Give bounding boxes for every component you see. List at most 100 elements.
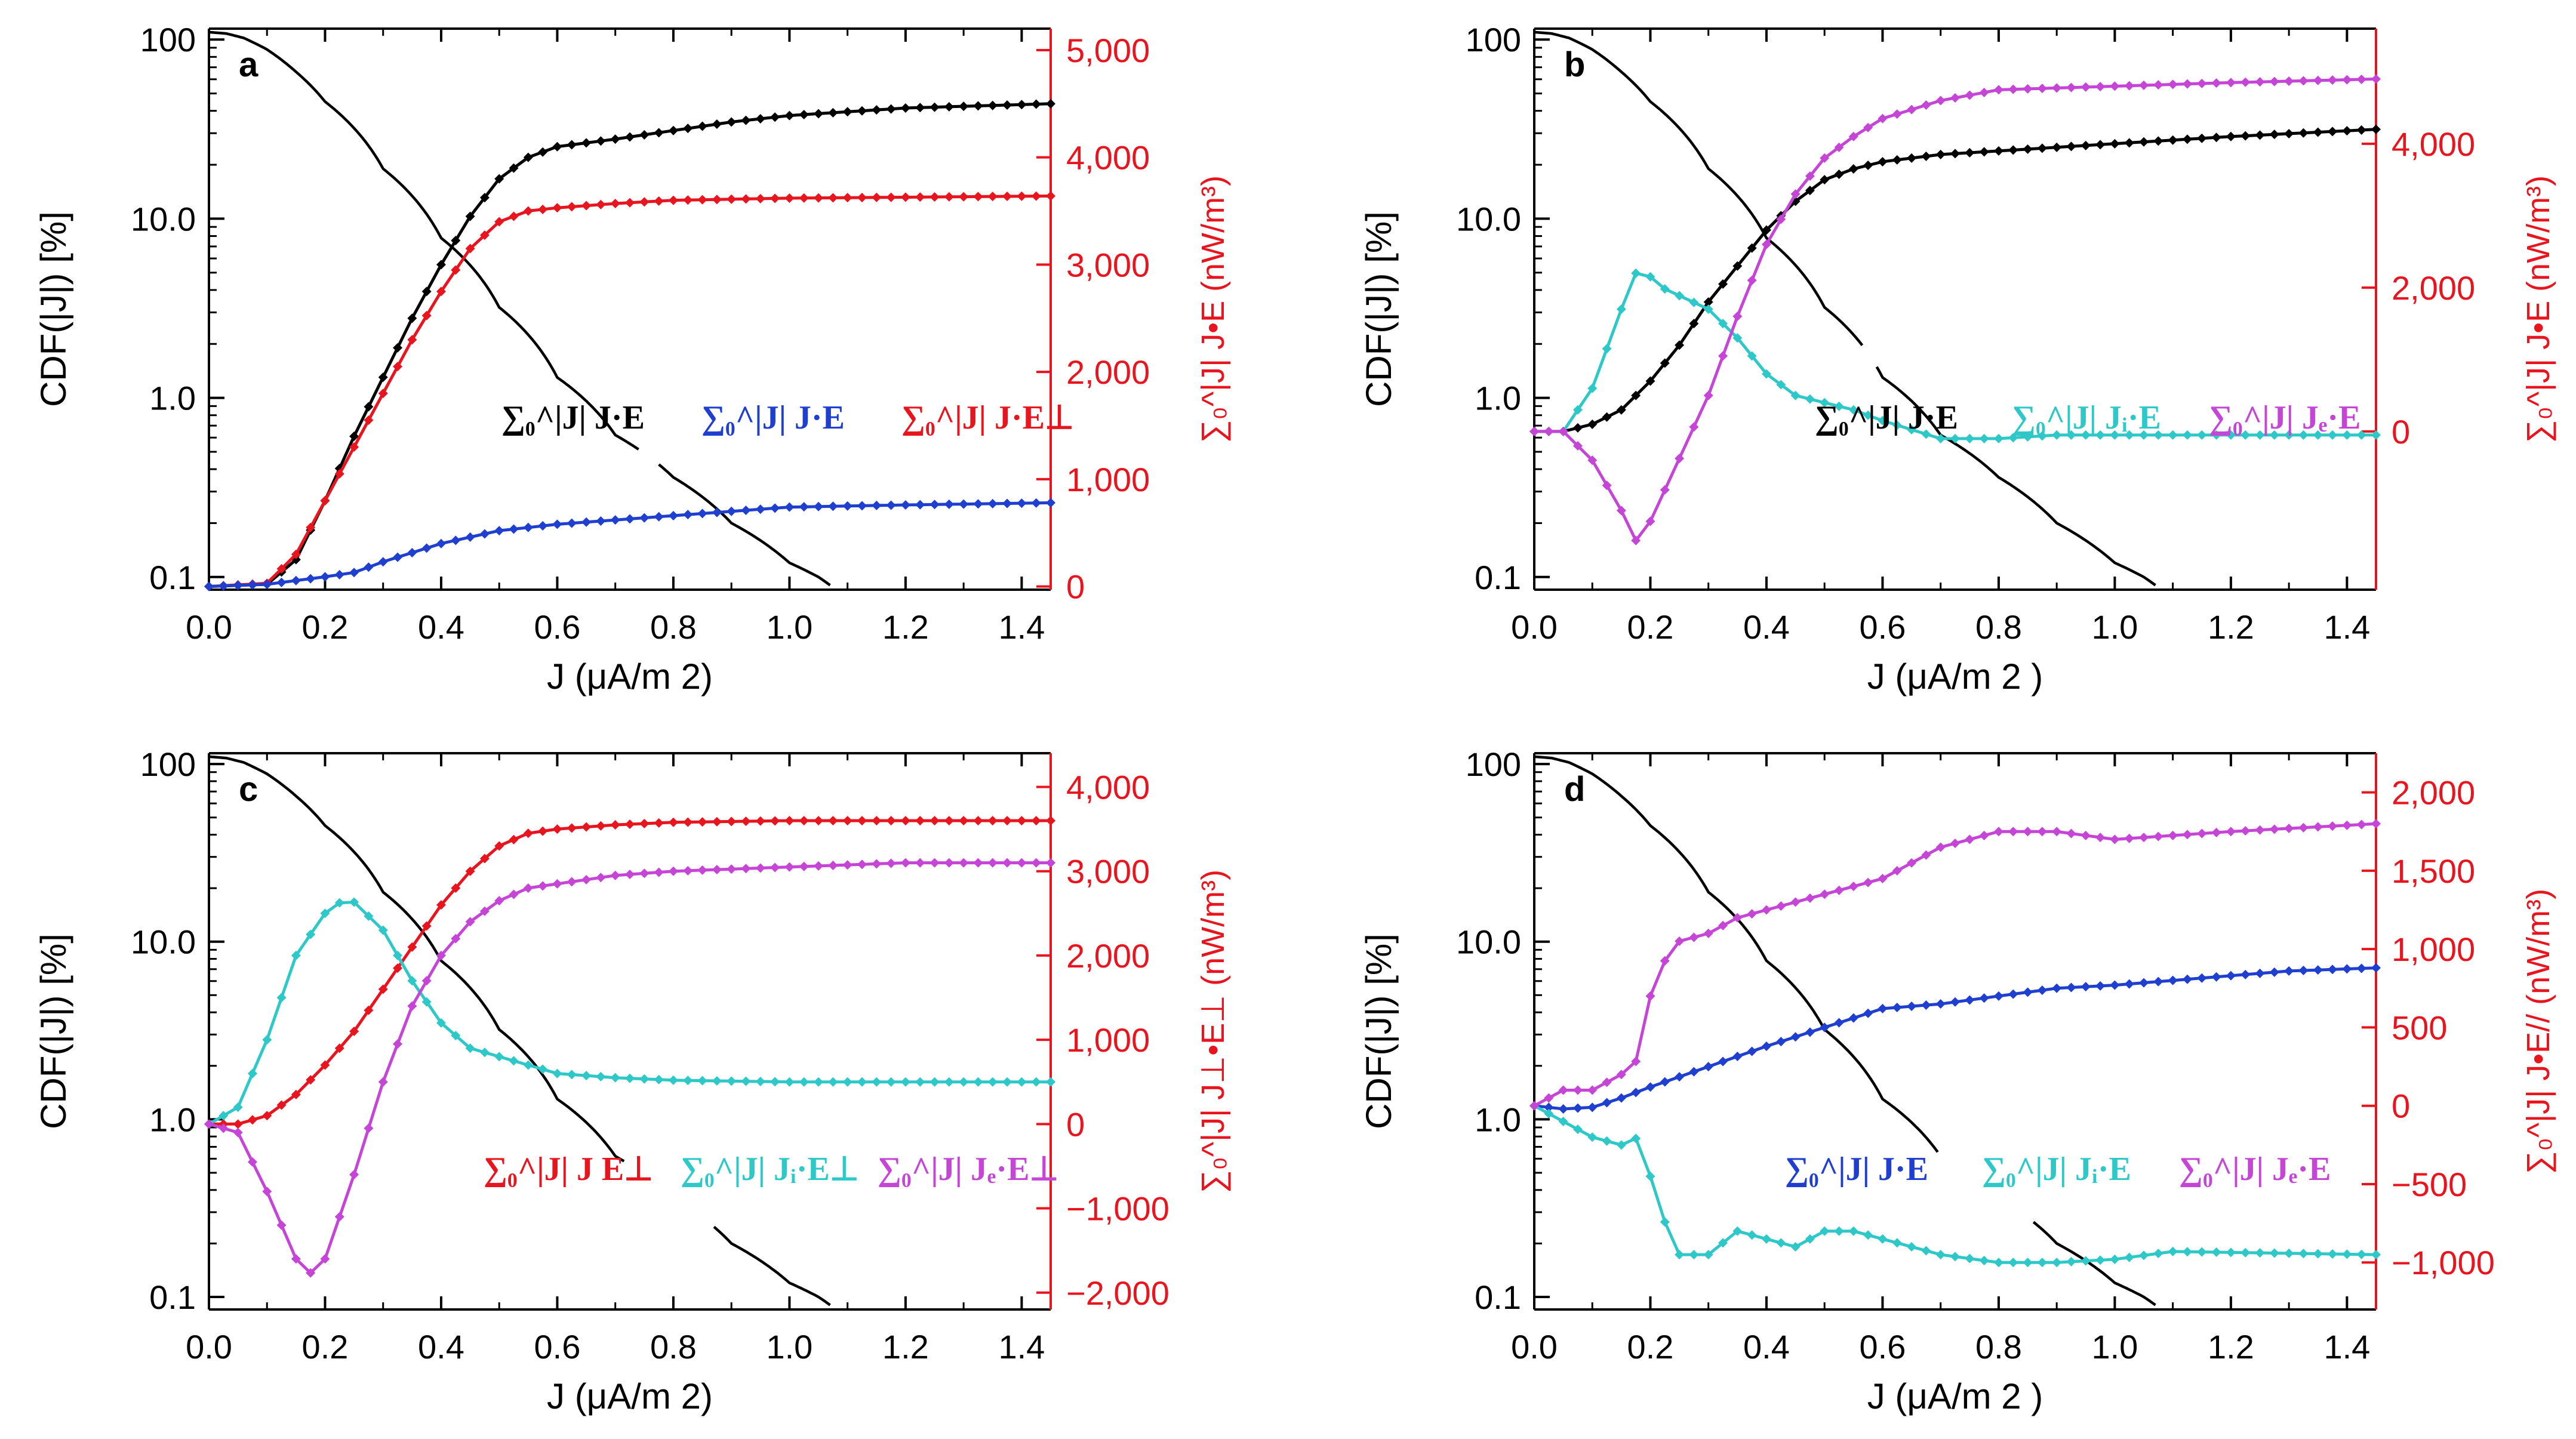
data-point (2356, 430, 2366, 440)
data-point (567, 823, 577, 833)
data-point (291, 950, 301, 960)
legend-entry-magenta: ∑₀^|J| Jₑ·E (2209, 399, 2360, 436)
data-point (1907, 424, 1917, 435)
series-magenta (204, 858, 1055, 1278)
data-point (1878, 874, 1888, 884)
y-right-tick-label: 0 (1066, 568, 1085, 606)
x-tick-label: 0.4 (418, 1328, 464, 1366)
data-point (247, 1115, 257, 1125)
data-point (654, 128, 664, 138)
data-point (944, 499, 954, 509)
data-point (1718, 351, 1728, 361)
data-point (2240, 430, 2251, 440)
data-point (421, 286, 432, 297)
data-point (2095, 82, 2106, 92)
cdf-curve (1534, 30, 1864, 346)
data-point (2269, 130, 2279, 140)
data-point (364, 1005, 374, 1015)
x-tick-label: 1.2 (2208, 608, 2254, 646)
legend: ∑₀^|J| J·E ∑₀^|J| J·E ∑₀^|J| J·E⊥ (501, 399, 1074, 436)
data-point (1935, 842, 1946, 852)
data-point (1572, 1103, 1583, 1113)
data-point (2124, 430, 2134, 440)
data-point (1761, 239, 1771, 249)
data-point (654, 1074, 664, 1084)
data-point (1921, 100, 1931, 110)
x-tick-label: 0.4 (1743, 608, 1790, 646)
data-point (2240, 77, 2251, 87)
data-point (552, 203, 562, 213)
data-point (900, 1077, 910, 1087)
data-point (218, 1123, 229, 1133)
data-point (421, 543, 432, 553)
data-point (291, 575, 301, 586)
y-right-tick-label: 4,000 (1066, 768, 1150, 806)
data-point (1834, 170, 1844, 180)
data-point (1645, 376, 1655, 386)
data-point (2197, 133, 2207, 143)
cdf-curve (2032, 1221, 2156, 1306)
data-point (2153, 80, 2163, 90)
data-point (378, 557, 388, 567)
data-point (1703, 304, 1713, 314)
data-point (1790, 1241, 1801, 1252)
cdf-curve (208, 30, 639, 451)
series-black-cdf (208, 755, 831, 1306)
data-point (741, 864, 751, 874)
series-line (208, 102, 1051, 588)
y-right-tick-label: 3,000 (1066, 246, 1150, 284)
y-left-tick-label: 0.1 (149, 1278, 196, 1316)
data-point (479, 853, 490, 864)
data-point (2328, 821, 2338, 831)
data-point (770, 1077, 780, 1087)
data-point (523, 152, 533, 162)
data-point (1031, 815, 1041, 825)
panel-label: a (239, 45, 258, 84)
data-point (1031, 1077, 1041, 1087)
data-point (1878, 156, 1888, 167)
data-point (2008, 989, 2018, 999)
data-point (654, 196, 664, 206)
data-point (1046, 815, 1055, 825)
y-left-tick-label: 1.0 (1475, 380, 1521, 417)
data-point (1950, 997, 1960, 1007)
y-right-tick-label: 0 (1066, 1105, 1085, 1143)
data-point (2226, 970, 2236, 981)
data-point (1631, 1133, 1641, 1144)
data-point (2023, 144, 2033, 154)
cdf-curve (1875, 366, 2156, 587)
data-point (1921, 1000, 1931, 1010)
data-point (697, 1076, 707, 1086)
data-point (494, 174, 504, 184)
data-point (755, 816, 765, 826)
data-point (799, 815, 809, 825)
data-point (465, 1043, 475, 1053)
data-point (306, 1268, 316, 1278)
data-point (1863, 1008, 1873, 1018)
data-point (596, 1071, 606, 1081)
data-point (857, 501, 867, 511)
data-point (872, 1077, 882, 1087)
data-point (1761, 905, 1771, 915)
data-point (1907, 104, 1917, 115)
data-point (2298, 128, 2309, 138)
data-point (523, 828, 533, 839)
data-point (2226, 131, 2236, 141)
data-point (2052, 983, 2062, 993)
data-point (610, 515, 620, 525)
data-point (494, 526, 504, 536)
panel-b: 0.0 0.2 0.4 0.6 0.8 1.0 1.2 1.4 J (μA/m 2 ) 100 10… (1359, 21, 2556, 697)
data-point (1950, 149, 1960, 159)
data-point (378, 372, 388, 383)
data-point (1558, 1104, 1568, 1114)
data-point (828, 860, 838, 870)
data-point (1790, 897, 1801, 907)
data-point (1572, 440, 1583, 451)
data-point (799, 110, 809, 120)
data-point (2052, 430, 2062, 440)
data-point (1747, 1230, 1757, 1240)
series-line (1534, 77, 2377, 544)
data-point (1878, 113, 1888, 124)
data-point (2226, 1247, 2236, 1258)
data-point (2371, 124, 2381, 134)
